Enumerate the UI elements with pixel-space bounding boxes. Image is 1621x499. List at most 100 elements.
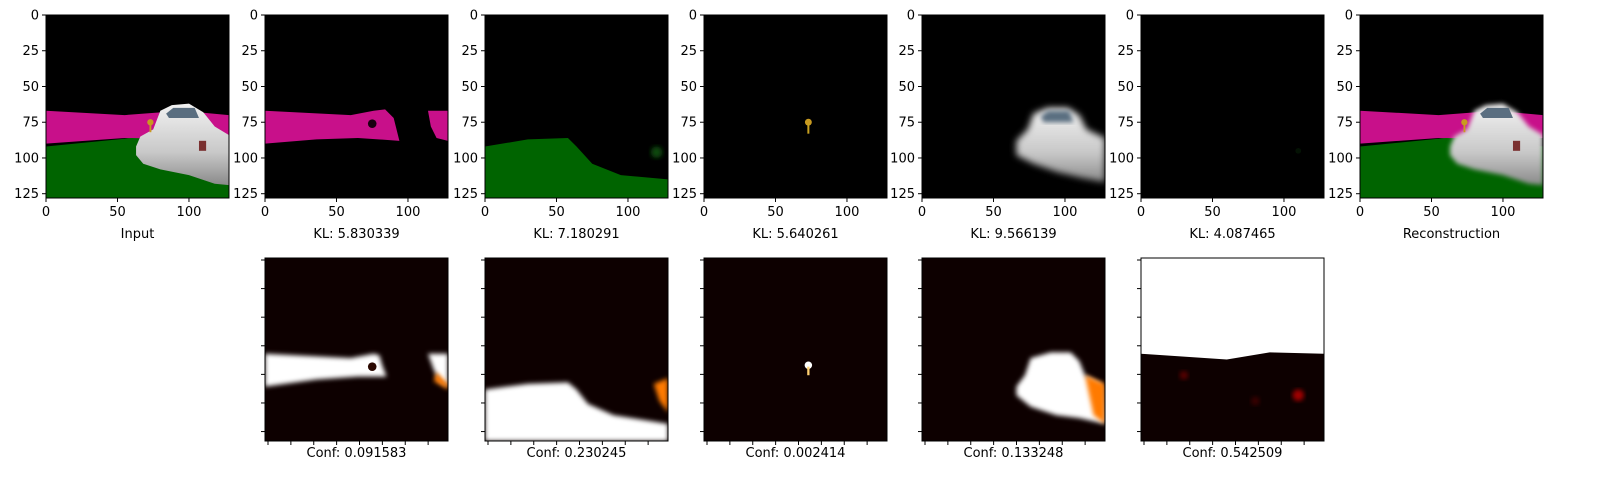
y-tick-label: 125 [1109,187,1134,202]
axes-frame [703,257,888,442]
y-tick-label: 50 [1336,80,1353,95]
y-tick-label: 75 [22,116,39,131]
panel-image [704,258,887,441]
y-tick-label: 100 [14,151,39,166]
x-tick-label: 100 [1272,205,1297,220]
axes-frame [484,14,669,199]
y-tick-label: 25 [1336,44,1353,59]
axes-frame [921,14,1106,199]
y-tick-label: 0 [470,9,478,24]
y-tick-label: 25 [461,44,478,59]
y-tick-label: 0 [689,9,697,24]
x-tick-label: 50 [1423,205,1440,220]
y-tick-label: 0 [250,9,258,24]
y-tick-label: 125 [1328,187,1353,202]
y-tick-label: 0 [31,9,39,24]
y-tick-label: 75 [1336,116,1353,131]
panel-caption: KL: 5.640261 [752,227,838,242]
y-tick-label: 50 [1117,80,1134,95]
x-tick-label: 100 [835,205,860,220]
x-tick-label: 100 [1491,205,1516,220]
y-tick-label: 125 [233,187,258,202]
x-tick-label: 0 [700,205,708,220]
y-tick-label: 50 [680,80,697,95]
panel-image [922,15,1105,198]
mask-panel: Conf: 0.133248 [918,257,1106,461]
y-tick-label: 25 [898,44,915,59]
panel-caption: Conf: 0.542509 [1183,446,1283,461]
axes-frame [1140,14,1325,199]
x-tick-label: 0 [42,205,50,220]
y-tick-label: 50 [22,80,39,95]
panel-caption: KL: 7.180291 [533,227,619,242]
panel-caption: KL: 9.566139 [970,227,1056,242]
x-tick-label: 0 [1356,205,1364,220]
axes-frame [921,257,1106,442]
panel-image [1141,258,1324,441]
panel-caption: Reconstruction [1403,227,1500,242]
y-tick-label: 50 [461,80,478,95]
mask-panel: Conf: 0.091583 [261,257,449,461]
x-tick-label: 50 [1204,205,1221,220]
x-tick-label: 100 [616,205,641,220]
panel-image [46,15,229,198]
y-tick-label: 100 [453,151,478,166]
x-tick-label: 0 [481,205,489,220]
y-tick-label: 25 [22,44,39,59]
axes-frame [264,14,449,199]
x-tick-label: 50 [548,205,565,220]
y-tick-label: 100 [1109,151,1134,166]
x-tick-label: 0 [261,205,269,220]
x-tick-label: 0 [1137,205,1145,220]
axes-frame [1140,257,1325,442]
y-tick-label: 100 [672,151,697,166]
y-tick-label: 125 [672,187,697,202]
panel-image [265,15,448,198]
panel-caption: Input [121,227,155,242]
panel-image [922,258,1105,441]
y-tick-label: 75 [680,116,697,131]
y-tick-label: 100 [233,151,258,166]
x-tick-label: 100 [177,205,202,220]
x-tick-label: 50 [767,205,784,220]
panel-caption: KL: 5.830339 [313,227,399,242]
panel-image [265,258,448,441]
y-tick-label: 100 [890,151,915,166]
mask-panel: Conf: 0.002414 [700,257,888,461]
axes-frame [45,14,230,199]
y-tick-label: 0 [907,9,915,24]
y-tick-label: 0 [1345,9,1353,24]
y-tick-label: 100 [1328,151,1353,166]
panel-caption: Conf: 0.230245 [527,446,627,461]
axes-frame [264,257,449,442]
x-tick-label: 50 [328,205,345,220]
x-tick-label: 0 [918,205,926,220]
y-tick-label: 125 [453,187,478,202]
mask-panel: Conf: 0.230245 [481,257,669,461]
y-tick-label: 75 [898,116,915,131]
y-tick-label: 25 [1117,44,1134,59]
axes-frame [484,257,669,442]
axes-frame [703,14,888,199]
x-tick-label: 50 [109,205,126,220]
mask-panel: Conf: 0.542509 [1137,257,1325,461]
y-tick-label: 0 [1126,9,1134,24]
y-tick-label: 125 [14,187,39,202]
panel-image [485,258,668,441]
axes-frame [1359,14,1544,199]
panel-caption: KL: 4.087465 [1189,227,1275,242]
x-tick-label: 50 [985,205,1002,220]
panel-image [485,15,668,198]
x-tick-label: 100 [1053,205,1078,220]
panel-image [1141,15,1324,198]
y-tick-label: 50 [898,80,915,95]
panel-caption: Conf: 0.002414 [746,446,846,461]
y-tick-label: 25 [680,44,697,59]
